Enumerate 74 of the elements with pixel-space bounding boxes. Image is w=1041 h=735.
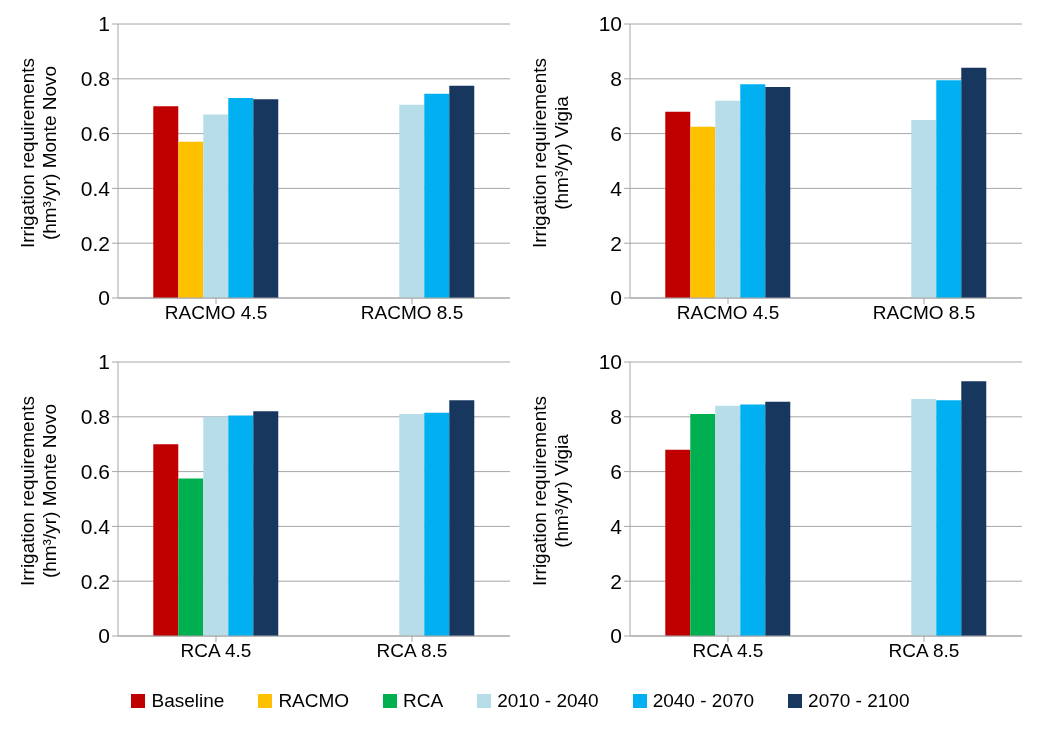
y-tick-label: 10: [598, 350, 622, 374]
bar: [911, 398, 937, 636]
x-tick-label: RACMO 8.5: [360, 302, 464, 324]
bar: [253, 411, 279, 636]
bar: [228, 97, 254, 298]
legend-label: 2070 - 2100: [808, 690, 910, 712]
bar: [203, 416, 229, 636]
bar: [740, 404, 766, 636]
bar: [424, 412, 450, 636]
bar: [740, 84, 766, 298]
y-tick-label: 0.2: [80, 231, 110, 255]
y-tick-label: 4: [610, 514, 623, 538]
y-tick-label: 0.4: [80, 176, 111, 200]
x-tick-label: RCA 8.5: [888, 640, 960, 662]
bar: [399, 104, 425, 298]
bar: [690, 126, 716, 298]
bar: [715, 405, 741, 636]
legend-label: RACMO: [278, 690, 350, 712]
y-tick-label: 0: [98, 286, 110, 310]
bar: [765, 87, 791, 298]
y-tick-label: 0.8: [80, 67, 110, 91]
bar: [178, 478, 204, 636]
y-tick-label: 6: [610, 122, 622, 146]
x-tick-label: RCA 4.5: [692, 640, 764, 662]
bar: [936, 80, 962, 298]
bar: [936, 400, 962, 636]
y-tick-label: 2: [610, 231, 622, 255]
y-tick-label: 10: [598, 12, 622, 36]
bar: [228, 415, 254, 636]
bar: [424, 93, 450, 298]
bar: [665, 449, 691, 636]
bar: [449, 85, 475, 298]
y-tick-label: 1: [98, 350, 110, 374]
bar: [153, 444, 179, 636]
bar: [253, 99, 279, 298]
x-tick-label: RACMO 4.5: [676, 302, 780, 324]
y-axis-title: Irrigation requirements (hm³/yr) Vigia: [529, 394, 573, 589]
y-tick-label: 0: [610, 286, 622, 310]
bar: [203, 114, 229, 298]
bar: [715, 100, 741, 298]
y-axis-title: Irrigation requirements (hm³/yr) Vigia: [529, 56, 573, 251]
x-tick-label: RCA 8.5: [376, 640, 448, 662]
y-tick-label: 1: [98, 12, 110, 36]
legend-label: RCA: [403, 690, 444, 712]
y-tick-label: 0.2: [80, 569, 110, 593]
legend-label: 2040 - 2070: [652, 690, 755, 712]
bar: [765, 401, 791, 636]
x-tick-label: RACMO 8.5: [872, 302, 976, 324]
bar: [665, 111, 691, 298]
y-tick-label: 2: [610, 569, 622, 593]
y-tick-label: 0.6: [80, 460, 110, 484]
x-tick-label: RACMO 4.5: [164, 302, 268, 324]
legend-label: 2010 - 2040: [497, 690, 599, 712]
legend-label: Baseline: [151, 690, 225, 712]
bar: [690, 414, 716, 636]
bar: [449, 400, 475, 636]
y-tick-label: 8: [610, 405, 622, 429]
x-tick-label: RCA 4.5: [180, 640, 252, 662]
y-tick-label: 0.6: [80, 122, 110, 146]
y-axis-title: Irrigation requirements (hm³/yr) Monte Novo: [17, 394, 61, 589]
y-tick-label: 6: [610, 460, 622, 484]
y-tick-label: 0: [98, 624, 110, 648]
y-tick-label: 4: [610, 176, 623, 200]
y-tick-label: 0.4: [80, 514, 111, 538]
y-axis-title: Irrigation requirements (hm³/yr) Monte Novo: [17, 56, 61, 251]
bar: [178, 141, 204, 298]
y-tick-label: 8: [610, 67, 622, 91]
bar: [399, 414, 425, 636]
bar: [153, 106, 179, 298]
bar: [961, 67, 987, 298]
bar: [911, 119, 937, 298]
y-tick-label: 0: [610, 624, 622, 648]
y-tick-label: 0.8: [80, 405, 110, 429]
bar: [961, 381, 987, 636]
